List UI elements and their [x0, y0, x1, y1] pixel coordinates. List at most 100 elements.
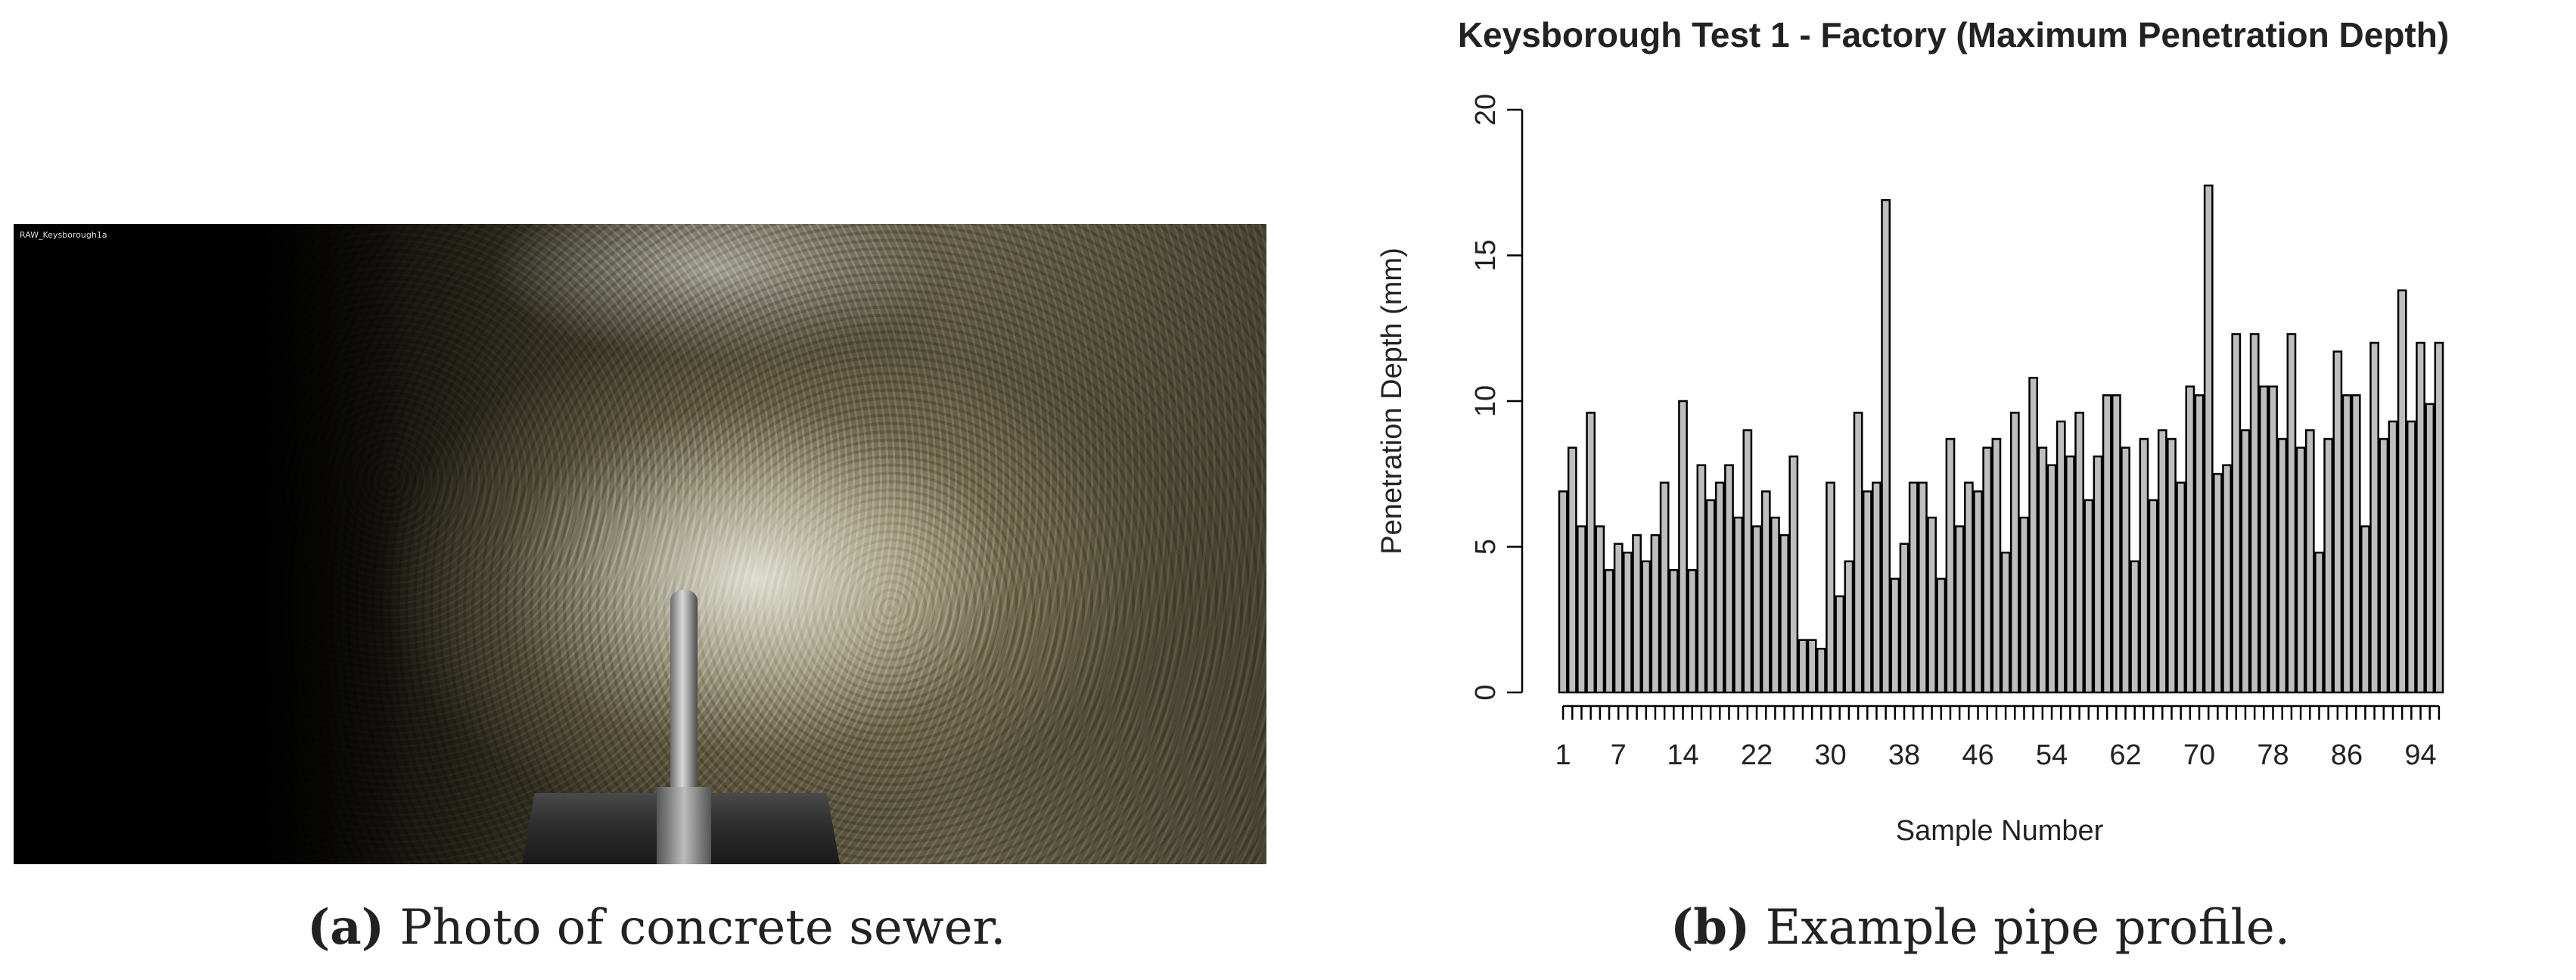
bar-7: [1613, 543, 1624, 694]
y-tick-label-10: 10: [1470, 385, 1502, 417]
y-tick-label-15: 15: [1470, 239, 1502, 271]
sewer-photo: RAW_Keysborough1a: [14, 224, 1266, 864]
bar-12: [1659, 481, 1670, 694]
bar-63: [2130, 560, 2140, 694]
bar-81: [2295, 446, 2306, 694]
bar-17: [1705, 499, 1716, 694]
pipe-shadow: [14, 224, 407, 864]
bar-4: [1586, 412, 1596, 694]
bar-8: [1623, 551, 1633, 694]
bar-38: [1899, 543, 1909, 694]
bar-2: [1567, 446, 1577, 694]
bar-34: [1862, 490, 1872, 694]
caption-a: (a) Photo of concrete sewer.: [307, 899, 1005, 956]
bar-48: [1991, 437, 2002, 694]
penetration-chart: Keysborough Test 1 - Factory (Maximum Pe…: [1376, 15, 2449, 847]
bar-89: [2369, 341, 2379, 694]
caption-b-letter: (b): [1670, 899, 1751, 956]
bar-73: [2222, 464, 2232, 694]
bar-30: [1826, 481, 1835, 694]
bar-35: [1872, 481, 1882, 694]
bar-59: [2093, 455, 2103, 694]
bar-96: [2434, 341, 2444, 694]
bar-21: [1742, 429, 1753, 694]
bar-58: [2083, 499, 2094, 694]
bar-47: [1982, 446, 1993, 694]
bar-66: [2157, 429, 2167, 694]
bar-16: [1696, 464, 1707, 694]
bar-39: [1908, 481, 1919, 694]
bar-56: [2065, 455, 2075, 694]
bar-40: [1918, 481, 1928, 694]
bar-27: [1798, 639, 1808, 694]
bar-82: [2304, 429, 2315, 694]
x-axis-label: Sample Number: [1896, 815, 2104, 847]
bar-45: [1963, 481, 1974, 694]
caption-b-text: Example pipe profile.: [1765, 900, 2291, 956]
bar-75: [2240, 429, 2251, 694]
bar-95: [2425, 403, 2435, 694]
x-tick-label-38: 38: [1888, 739, 1920, 771]
bar-42: [1936, 577, 1947, 694]
x-tick-label-54: 54: [2036, 739, 2068, 771]
x-axis: 1 7 14 22 30 38 46 54 62 70 78 86 94: [1555, 705, 2441, 771]
x-tick-label-1: 1: [1555, 739, 1571, 771]
bar-6: [1604, 569, 1614, 694]
bar-49: [2000, 551, 2011, 694]
bar-74: [2231, 333, 2242, 694]
x-tick-label-78: 78: [2257, 739, 2289, 771]
bar-64: [2139, 437, 2149, 694]
bar-88: [2360, 525, 2370, 694]
bar-19: [1724, 464, 1734, 694]
bar-55: [2056, 420, 2066, 694]
bar-60: [2102, 394, 2112, 694]
bar-69: [2185, 385, 2195, 694]
bar-3: [1577, 525, 1586, 694]
bar-62: [2121, 446, 2130, 694]
x-tick-label-86: 86: [2331, 739, 2363, 771]
x-tick-label-94: 94: [2404, 739, 2436, 771]
probe-rod: [670, 590, 698, 810]
bar-80: [2286, 333, 2297, 694]
photo-stamp: RAW_Keysborough1a: [20, 230, 107, 240]
bar-54: [2046, 464, 2057, 694]
x-tick-label-14: 14: [1667, 739, 1698, 771]
bar-50: [2009, 412, 2020, 694]
bar-33: [1853, 412, 1863, 694]
bar-5: [1595, 525, 1605, 694]
bar-79: [2277, 437, 2288, 694]
bar-32: [1844, 560, 1854, 694]
bar-76: [2249, 333, 2260, 694]
bar-77: [2258, 385, 2269, 694]
x-tick-label-22: 22: [1741, 739, 1773, 771]
bar-91: [2388, 420, 2398, 694]
bar-41: [1927, 516, 1937, 694]
caption-a-letter: (a): [307, 899, 385, 956]
bar-22: [1751, 525, 1762, 694]
caption-a-text: Photo of concrete sewer.: [399, 900, 1006, 956]
bar-93: [2406, 420, 2416, 694]
bar-14: [1678, 400, 1688, 694]
bar-37: [1890, 577, 1900, 694]
probe-bolt: [657, 787, 711, 864]
bar-70: [2194, 394, 2205, 694]
bar-46: [1973, 490, 1983, 694]
bar-92: [2397, 289, 2407, 694]
bar-1: [1558, 490, 1568, 694]
bar-29: [1816, 648, 1826, 694]
x-tick-label-7: 7: [1611, 739, 1627, 771]
y-tick-label-5: 5: [1470, 539, 1502, 555]
bar-13: [1668, 569, 1679, 694]
bar-90: [2379, 437, 2389, 694]
bar-9: [1632, 534, 1642, 694]
bar-65: [2148, 499, 2158, 694]
bar-94: [2416, 341, 2425, 694]
bar-23: [1760, 490, 1771, 694]
bar-87: [2351, 394, 2361, 694]
bar-31: [1835, 595, 1845, 694]
x-tick-label-62: 62: [2109, 739, 2141, 771]
caption-b: (b) Example pipe profile.: [1670, 899, 2290, 956]
bar-78: [2268, 385, 2278, 694]
bar-85: [2332, 350, 2343, 694]
bar-53: [2037, 446, 2048, 694]
